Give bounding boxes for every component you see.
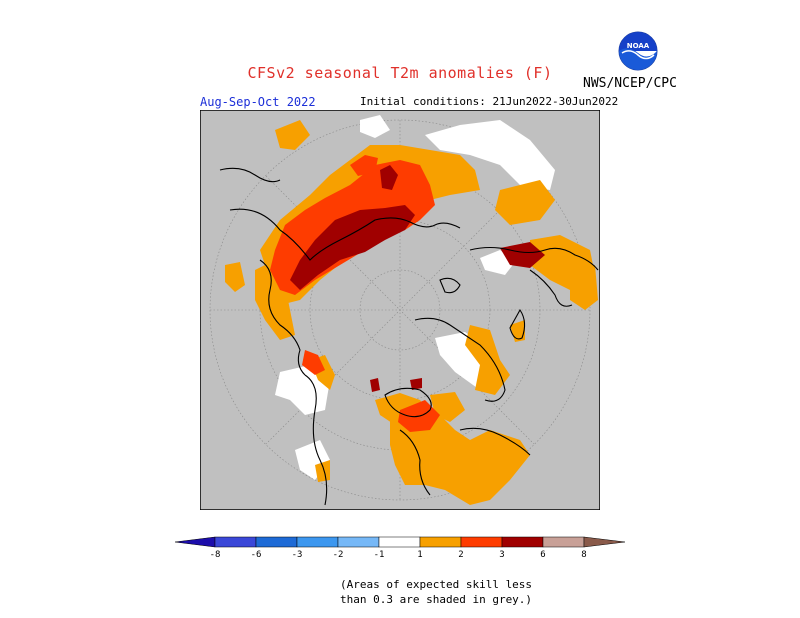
map-title: CFSv2 seasonal T2m anomalies (F)	[247, 64, 553, 82]
colorbar-label: 8	[581, 550, 586, 560]
polar-temperature-map	[200, 110, 600, 510]
agency-label: NWS/NCEP/CPC	[583, 76, 677, 91]
footnote-line-1: (Areas of expected skill less	[340, 578, 533, 591]
colorbar-label: 6	[540, 550, 545, 560]
colorbar-label: -1	[374, 550, 385, 560]
colorbar: -8 -6 -3 -2 -1 1 2 3 6 8	[174, 536, 626, 560]
colorbar-bin-m1-p1	[378, 536, 421, 548]
colorbar-label: 1	[417, 550, 422, 560]
colorbar-bin-m3-m2	[296, 536, 339, 548]
colorbar-label: -8	[210, 550, 221, 560]
noaa-logo: NOAA	[618, 31, 658, 71]
colorbar-arrow-left	[174, 536, 216, 548]
colorbar-bin-p2-p3	[460, 536, 503, 548]
coastlines	[219, 167, 599, 506]
skill-footnote: (Areas of expected skill less than 0.3 a…	[340, 577, 532, 607]
colorbar-bin-p6-p8	[542, 536, 585, 548]
darkred-anomaly-regions	[290, 165, 545, 392]
colorbar-bin-p3-p6	[501, 536, 544, 548]
forecast-period: Aug-Sep-Oct 2022	[200, 95, 316, 109]
initial-conditions: Initial conditions: 21Jun2022-30Jun2022	[360, 95, 619, 108]
colorbar-label: -2	[333, 550, 344, 560]
colorbar-bin-m8-m6	[214, 536, 257, 548]
colorbar-bin-m6-m3	[255, 536, 298, 548]
footnote-line-2: than 0.3 are shaded in grey.)	[340, 593, 533, 606]
noaa-logo-text: NOAA	[627, 42, 650, 50]
colorbar-label: -6	[251, 550, 262, 560]
colorbar-label: -3	[292, 550, 303, 560]
colorbar-bin-m2-m1	[337, 536, 380, 548]
colorbar-label: 2	[458, 550, 463, 560]
colorbar-label: 3	[499, 550, 504, 560]
colorbar-bin-p1-p2	[419, 536, 462, 548]
colorbar-arrow-right	[583, 536, 626, 548]
